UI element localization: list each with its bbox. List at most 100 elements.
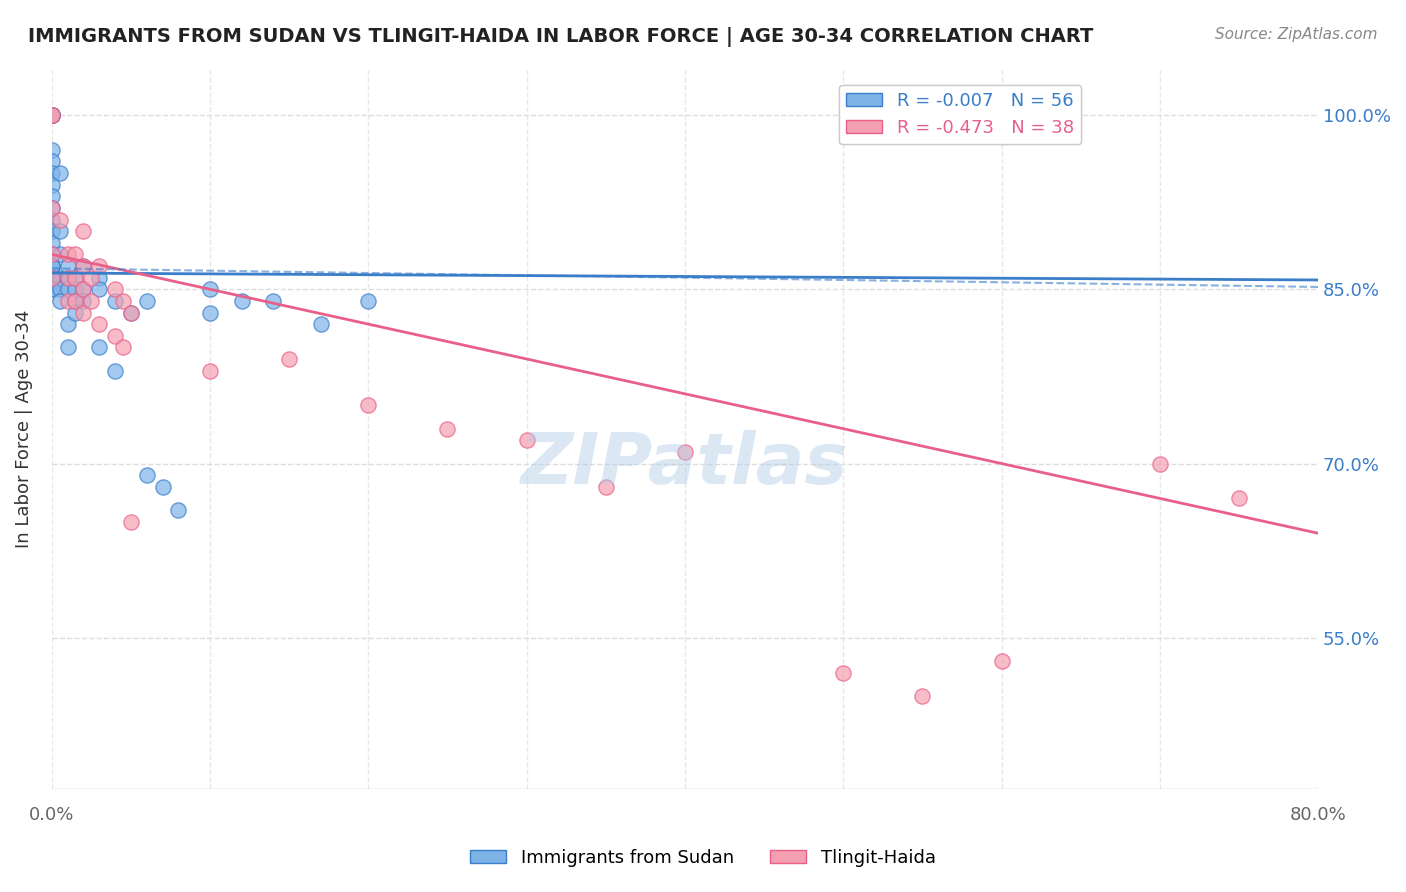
Point [65, 247, 87, 261]
Point [65, 282, 87, 296]
Point [72, 293, 94, 308]
Point [41, 235, 63, 250]
Point [152, 480, 174, 494]
Point [80, 270, 103, 285]
Legend: R = -0.007   N = 56, R = -0.473   N = 38: R = -0.007 N = 56, R = -0.473 N = 38 [839, 85, 1081, 145]
Point [673, 445, 696, 459]
Point [89, 317, 111, 331]
Text: IMMIGRANTS FROM SUDAN VS TLINGIT-HAIDA IN LABOR FORCE | AGE 30-34 CORRELATION CH: IMMIGRANTS FROM SUDAN VS TLINGIT-HAIDA I… [28, 27, 1094, 46]
Point [89, 282, 111, 296]
Point [198, 305, 221, 319]
Point [120, 515, 142, 529]
Point [89, 340, 111, 354]
Point [135, 293, 157, 308]
Text: 80.0%: 80.0% [1289, 806, 1347, 824]
Point [48, 270, 70, 285]
Point [41, 270, 63, 285]
Point [72, 305, 94, 319]
Point [104, 363, 127, 377]
Point [48, 224, 70, 238]
Point [41, 108, 63, 122]
Point [198, 282, 221, 296]
Point [111, 293, 134, 308]
Point [72, 259, 94, 273]
Point [1227, 491, 1250, 506]
Point [56, 270, 79, 285]
Point [41, 259, 63, 273]
Point [72, 282, 94, 296]
Point [911, 689, 934, 703]
Text: ZIPatlas: ZIPatlas [522, 430, 849, 500]
Point [56, 270, 79, 285]
Point [89, 270, 111, 285]
Point [41, 224, 63, 238]
Point [436, 422, 458, 436]
Point [595, 480, 617, 494]
Point [167, 503, 190, 517]
Point [41, 108, 63, 122]
Point [80, 293, 103, 308]
Point [41, 212, 63, 227]
Point [48, 247, 70, 261]
Point [41, 189, 63, 203]
Point [41, 143, 63, 157]
Point [135, 468, 157, 483]
Point [41, 108, 63, 122]
Point [56, 282, 79, 296]
Point [72, 259, 94, 273]
Point [41, 247, 63, 261]
Point [357, 293, 380, 308]
Point [41, 108, 63, 122]
Point [120, 305, 142, 319]
Point [65, 270, 87, 285]
Point [104, 328, 127, 343]
Point [41, 282, 63, 296]
Point [48, 293, 70, 308]
Point [1149, 457, 1171, 471]
Point [516, 434, 538, 448]
Point [41, 270, 63, 285]
Point [56, 317, 79, 331]
Point [120, 305, 142, 319]
Point [56, 247, 79, 261]
Point [48, 282, 70, 296]
Point [41, 108, 63, 122]
Legend: Immigrants from Sudan, Tlingit-Haida: Immigrants from Sudan, Tlingit-Haida [463, 842, 943, 874]
Point [278, 351, 301, 366]
Point [56, 259, 79, 273]
Point [41, 201, 63, 215]
Point [41, 166, 63, 180]
Point [56, 293, 79, 308]
Point [111, 340, 134, 354]
Point [231, 293, 253, 308]
Point [832, 665, 855, 680]
Point [41, 259, 63, 273]
Point [104, 282, 127, 296]
Point [65, 305, 87, 319]
Point [65, 293, 87, 308]
Point [56, 340, 79, 354]
Point [48, 166, 70, 180]
Point [65, 270, 87, 285]
Text: Source: ZipAtlas.com: Source: ZipAtlas.com [1215, 27, 1378, 42]
Point [65, 293, 87, 308]
Text: 0.0%: 0.0% [30, 806, 75, 824]
Point [48, 212, 70, 227]
Point [41, 270, 63, 285]
Point [104, 293, 127, 308]
Point [41, 247, 63, 261]
Point [41, 108, 63, 122]
Point [41, 154, 63, 169]
Point [89, 259, 111, 273]
Point [72, 224, 94, 238]
Point [41, 178, 63, 192]
Point [41, 201, 63, 215]
Point [198, 363, 221, 377]
Point [41, 282, 63, 296]
Point [309, 317, 332, 331]
Point [262, 293, 284, 308]
Point [41, 108, 63, 122]
Point [357, 399, 380, 413]
Point [72, 282, 94, 296]
Point [990, 654, 1012, 668]
